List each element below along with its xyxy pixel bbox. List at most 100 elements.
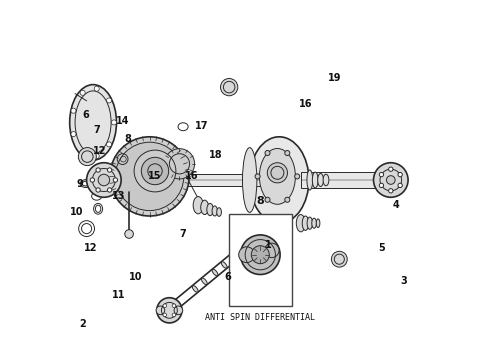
Ellipse shape (296, 215, 305, 232)
Circle shape (80, 90, 85, 95)
Circle shape (125, 230, 133, 238)
Text: 12: 12 (93, 146, 106, 156)
Text: 10: 10 (129, 272, 142, 282)
Circle shape (265, 197, 270, 202)
Circle shape (107, 168, 112, 172)
Circle shape (285, 150, 290, 156)
Text: 11: 11 (112, 290, 125, 300)
Text: 16: 16 (185, 171, 198, 181)
Circle shape (164, 149, 195, 179)
Circle shape (96, 188, 100, 192)
Circle shape (80, 149, 85, 154)
Text: 19: 19 (328, 73, 342, 84)
Circle shape (387, 176, 395, 184)
Text: 5: 5 (378, 243, 385, 253)
Circle shape (98, 174, 110, 186)
Circle shape (156, 306, 165, 315)
Circle shape (265, 243, 279, 257)
Ellipse shape (243, 148, 257, 212)
Text: 3: 3 (400, 276, 407, 286)
Circle shape (389, 189, 393, 193)
Circle shape (113, 178, 118, 182)
Ellipse shape (316, 219, 320, 228)
Circle shape (294, 174, 300, 179)
Circle shape (163, 313, 167, 317)
Circle shape (398, 172, 402, 177)
Text: 10: 10 (70, 207, 83, 217)
Text: 6: 6 (82, 110, 89, 120)
Ellipse shape (201, 278, 207, 285)
Ellipse shape (212, 269, 218, 276)
Text: 12: 12 (83, 243, 97, 253)
Circle shape (106, 142, 112, 147)
Circle shape (116, 142, 184, 211)
Ellipse shape (318, 174, 323, 186)
Text: 17: 17 (195, 121, 209, 131)
Circle shape (71, 131, 76, 136)
Ellipse shape (131, 177, 136, 183)
Text: 14: 14 (116, 116, 129, 126)
Ellipse shape (238, 247, 245, 253)
Text: 9: 9 (76, 179, 83, 189)
Ellipse shape (207, 203, 213, 216)
Circle shape (285, 197, 290, 202)
Circle shape (331, 251, 347, 267)
Circle shape (94, 154, 99, 159)
Circle shape (157, 298, 182, 323)
Ellipse shape (312, 172, 318, 188)
Bar (124, 174, 264, 186)
Text: 18: 18 (209, 150, 223, 160)
Circle shape (94, 86, 99, 91)
Ellipse shape (323, 174, 329, 186)
Ellipse shape (82, 181, 90, 186)
Circle shape (96, 168, 100, 172)
Ellipse shape (212, 206, 218, 216)
Circle shape (379, 183, 384, 188)
Circle shape (134, 150, 176, 192)
Text: 8: 8 (124, 134, 131, 144)
Ellipse shape (307, 217, 313, 229)
Circle shape (251, 246, 270, 264)
Ellipse shape (259, 148, 295, 204)
Circle shape (379, 172, 384, 177)
Bar (301, 172, 396, 188)
Circle shape (90, 178, 95, 182)
Circle shape (241, 235, 280, 274)
Circle shape (389, 167, 393, 171)
Text: 13: 13 (112, 191, 125, 201)
Text: 4: 4 (393, 200, 399, 210)
Circle shape (78, 148, 97, 166)
Circle shape (107, 188, 112, 192)
Ellipse shape (217, 208, 221, 216)
Ellipse shape (70, 85, 117, 160)
Ellipse shape (121, 176, 125, 184)
Circle shape (111, 120, 117, 125)
Circle shape (265, 150, 270, 156)
Circle shape (239, 247, 254, 262)
Circle shape (172, 304, 176, 307)
Text: 7: 7 (93, 125, 100, 135)
Ellipse shape (302, 216, 309, 230)
Ellipse shape (80, 180, 92, 188)
Circle shape (110, 137, 189, 216)
Ellipse shape (192, 285, 198, 292)
Circle shape (220, 78, 238, 96)
Circle shape (268, 163, 288, 183)
Circle shape (373, 163, 408, 197)
Text: 7: 7 (180, 229, 187, 239)
Bar (229, 214, 292, 306)
Circle shape (174, 306, 183, 315)
Text: 16: 16 (299, 99, 312, 109)
Ellipse shape (193, 197, 203, 214)
Text: 2: 2 (79, 319, 86, 329)
Circle shape (163, 304, 167, 307)
Circle shape (398, 183, 402, 188)
Ellipse shape (312, 218, 317, 228)
Circle shape (141, 157, 169, 185)
Ellipse shape (307, 170, 313, 190)
Ellipse shape (249, 137, 309, 223)
Ellipse shape (221, 262, 227, 268)
Text: 1: 1 (265, 240, 272, 250)
Text: 8: 8 (256, 195, 264, 206)
Ellipse shape (201, 200, 209, 215)
